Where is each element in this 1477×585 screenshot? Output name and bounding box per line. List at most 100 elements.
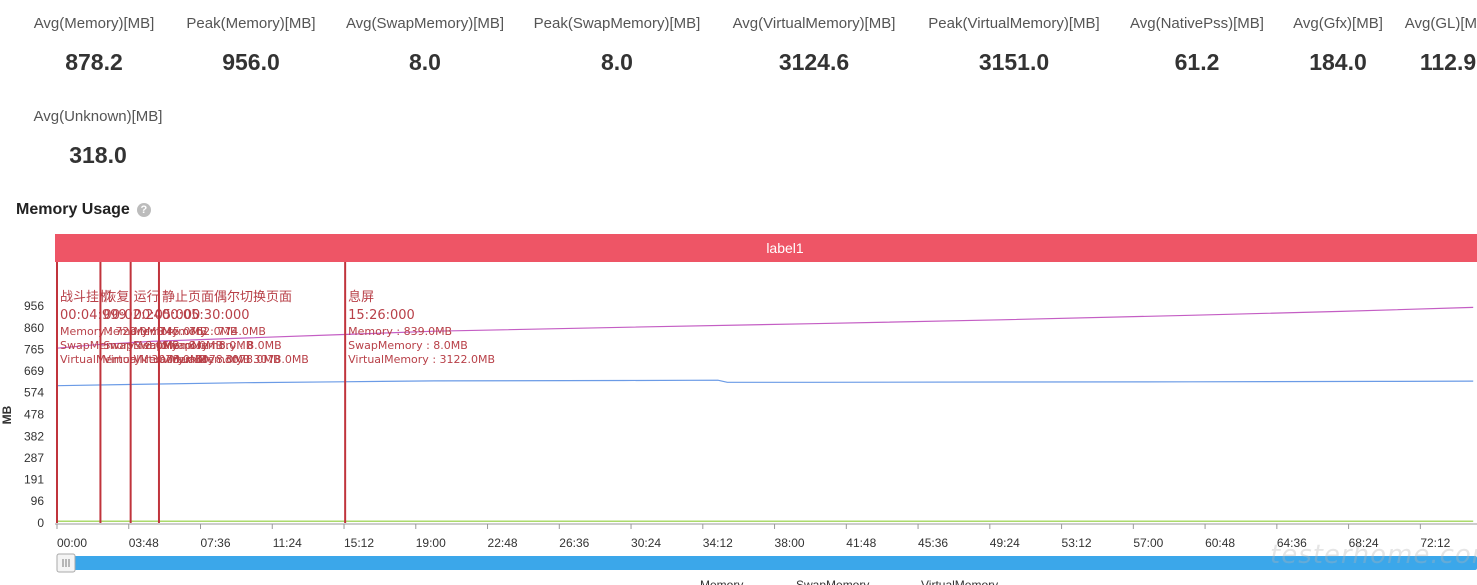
stat-label: Avg(NativePss)[MB] [1130,15,1264,32]
stat-label: Peak(SwapMemory)[MB] [533,15,701,32]
marker-virtual: VirtualMemory : 3122.0MB [348,353,495,366]
x-tick-label: 68:24 [1349,536,1379,550]
stat-label: Avg(Gfx)[MB] [1293,15,1383,32]
stat-label: Avg(VirtualMemory)[MB] [732,15,896,32]
x-tick-label: 64:36 [1277,536,1307,550]
stat-label: Avg(GL)[MB] [1404,15,1477,32]
marker-virtual: VirtualMemory : 3078.0MB [60,353,207,366]
stat-item: Peak(Memory)[MB] 956.0 [151,15,351,76]
x-tick-label: 07:36 [200,536,230,550]
stat-label: Avg(Unknown)[MB] [33,108,163,125]
stat-item: Avg(Memory)[MB] 878.2 [0,15,194,76]
marker-title: 恢复 [103,290,129,305]
stat-label: Avg(SwapMemory)[MB] [345,15,505,32]
y-tick-label: 860 [24,321,44,335]
x-tick-label: 26:36 [559,536,589,550]
x-tick-label: 22:48 [488,536,518,550]
marker-memory: Memory : 745.0MB [103,325,207,338]
stat-item: Peak(SwapMemory)[MB] 8.0 [517,15,717,76]
marker-time: 00:02:240 [103,308,170,323]
x-tick-label: 11:24 [273,536,302,550]
x-tick-label: 38:00 [775,536,805,550]
marker-memory: Memory : 839.0MB [348,325,452,338]
stat-value: 112.9 [1419,49,1477,75]
section-title: Memory Usage ? [16,201,151,219]
x-tick-label: 34:12 [703,536,733,550]
marker-title: 息屏 [348,289,374,305]
zoom-slider-track[interactable] [57,556,1477,570]
marker-swap: SwapMemory : 8.0MB [134,339,254,352]
stat-value: 8.0 [409,49,441,75]
x-tick-label: 00:00 [57,536,87,550]
marker-title: 静止页面偶尔切换页面 [162,290,292,305]
y-tick-label: 191 [24,473,44,487]
x-tick-label: 45:36 [918,536,948,550]
x-tick-label: 60:48 [1205,536,1235,550]
marker-virtual: VirtualMemory : 3078.0MB [162,353,309,366]
x-tick-label: 19:00 [416,536,446,550]
y-tick-label: 765 [24,342,44,356]
series-line-virtualmemory [56,379,1474,387]
watermark-text: testerhome.com [1270,540,1477,570]
y-tick-label: 574 [24,386,44,400]
stat-value: 956.0 [222,49,280,75]
marker-virtual: VirtualMemory : 3078.0MB [103,353,250,366]
stat-item: Avg(GL)[MB] 112.9 [1348,15,1477,76]
marker-title: 战斗挂机 [60,290,112,305]
memory-usage-chart: label1 0 96 191 287 382 478 574 669 765 860 956 MB 00… [0,234,1477,585]
marker-swap: SwapMemory : 8.0MB [348,339,468,352]
marker-swap: SwapMemory : 8.0MB [103,339,223,352]
y-tick-label: 669 [24,364,44,378]
stat-item: Peak(VirtualMemory)[MB] 3151.0 [914,15,1114,76]
y-tick-label: 478 [24,408,44,422]
x-tick-label: 15:12 [344,536,374,550]
marker-swap: SwapMemory : 8.0MB [60,339,180,352]
marker-title: 运行 [134,290,160,305]
marker-memory: Memory : 729.0MB [60,325,164,338]
x-tick-label: 72:12 [1420,536,1450,550]
marker-swap: SwapMemory : 8.0MB [162,339,282,352]
y-axis-label: MB [0,405,14,424]
marker-time: 00:05:30:000 [162,308,250,323]
y-tick-label: 0 [37,516,44,530]
stat-item: Avg(NativePss)[MB] 61.2 [1097,15,1297,76]
stat-item: Avg(Unknown)[MB] 318.0 [0,108,198,169]
legend-item[interactable]: VirtualMemory [921,578,998,585]
marker-time: 15:26:000 [348,308,415,323]
stat-value: 3151.0 [978,49,1050,75]
memory-usage-title: Memory Usage [16,201,130,218]
series-line-memory [56,306,1474,349]
stat-value: 8.0 [601,49,633,75]
x-tick-label: 41:48 [846,536,876,550]
x-tick-label: 03:48 [129,536,159,550]
y-tick-label: 382 [24,429,44,443]
y-tick-label: 287 [24,451,44,465]
x-tick-label: 57:00 [1133,536,1163,550]
label-band [55,234,1477,262]
legend-item[interactable]: Memory [700,578,743,585]
stat-value: 3124.6 [778,49,850,75]
stat-item: Avg(VirtualMemory)[MB] 3124.6 [714,15,914,76]
marker-virtual: VirtualMemory : 3078.0MB [134,353,281,366]
marker-time: 00:05:000 [134,308,201,323]
stat-value: 318.0 [69,142,127,168]
stat-value: 61.2 [1174,49,1220,75]
x-tick-label: 30:24 [631,536,661,550]
y-tick-label: 956 [24,299,44,313]
x-tick-label: 53:12 [1062,536,1092,550]
marker-time: 00:04:999 [60,308,127,323]
marker-memory: Memory : 774.0MB [162,325,266,338]
stat-item: Avg(SwapMemory)[MB] 8.0 [325,15,525,76]
stat-item: Avg(Gfx)[MB] 184.0 [1238,15,1438,76]
y-tick-label: 96 [31,494,45,508]
stat-label: Avg(Memory)[MB] [33,15,155,32]
stat-label: Peak(Memory)[MB] [186,15,316,32]
legend-item[interactable]: SwapMemory [796,578,869,585]
label-band-text: label1 [766,240,804,256]
stat-value: 184.0 [1309,49,1367,75]
question-circle-icon[interactable]: ? [136,203,151,217]
x-tick-label: 49:24 [990,536,1020,550]
stats-panel: Avg(Memory)[MB] 878.2 Peak(Memory)[MB] 956.… [0,0,1477,190]
stat-label: Peak(VirtualMemory)[MB] [928,15,1100,32]
stat-value: 878.2 [65,49,123,75]
